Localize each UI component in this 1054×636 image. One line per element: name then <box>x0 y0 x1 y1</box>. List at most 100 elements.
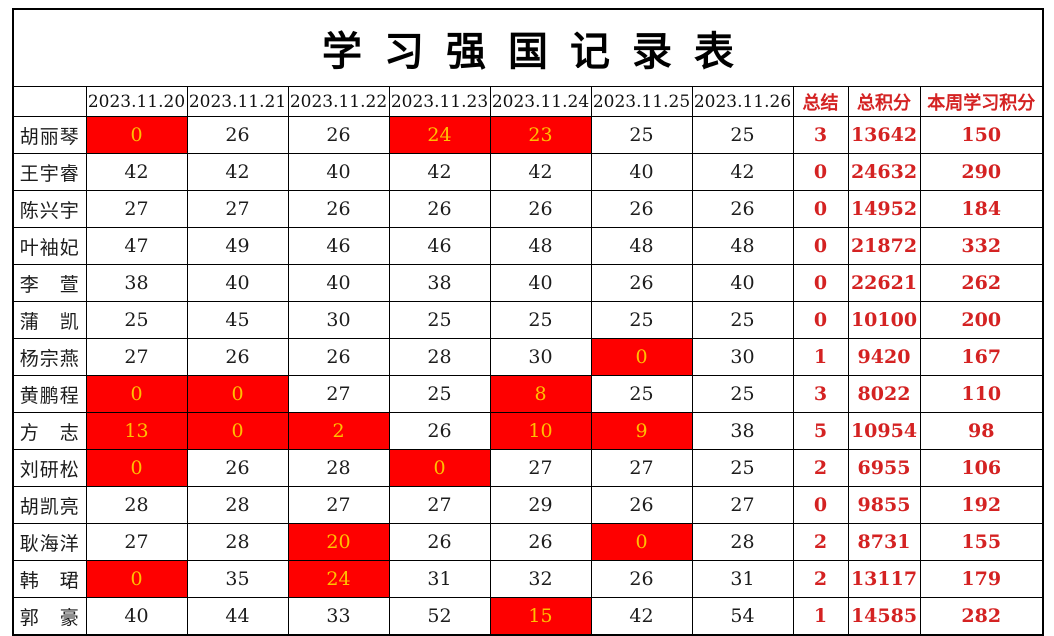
daily-score-cell: 42 <box>590 597 693 636</box>
summary-cell: 1 <box>792 597 849 636</box>
daily-score-cell: 46 <box>388 227 491 265</box>
daily-score-cell: 25 <box>388 375 491 413</box>
daily-score-cell: 25 <box>691 116 794 154</box>
daily-score-cell: 38 <box>85 264 188 302</box>
table-row-9: 刘研松 0 26 28 0 27 27 25 2 6955 106 <box>12 449 1044 487</box>
summary-cell: 0 <box>792 190 849 228</box>
week-points-cell: 167 <box>919 338 1044 376</box>
daily-score-cell: 48 <box>590 227 693 265</box>
daily-score-cell: 30 <box>691 338 794 376</box>
daily-score-cell: 25 <box>590 375 693 413</box>
total-points-cell: 10100 <box>847 301 921 339</box>
daily-score-cell: 28 <box>85 486 188 524</box>
daily-score-cell: 0 <box>186 412 289 450</box>
week-points-cell: 150 <box>919 116 1044 154</box>
table-row-3: 叶袖妃 47 49 46 46 48 48 48 0 21872 332 <box>12 227 1044 265</box>
daily-score-cell: 15 <box>489 597 592 636</box>
daily-score-cell: 40 <box>489 264 592 302</box>
daily-score-cell: 0 <box>590 523 693 561</box>
summary-cell: 0 <box>792 153 849 191</box>
week-points-cell: 98 <box>919 412 1044 450</box>
daily-score-cell: 26 <box>590 560 693 598</box>
daily-score-cell: 26 <box>287 190 390 228</box>
daily-score-cell: 28 <box>186 523 289 561</box>
daily-score-cell: 30 <box>489 338 592 376</box>
daily-score-cell: 25 <box>489 301 592 339</box>
week-points-cell: 106 <box>919 449 1044 487</box>
person-name: 胡丽琴 <box>12 116 87 154</box>
daily-score-cell: 26 <box>489 523 592 561</box>
daily-score-cell: 44 <box>186 597 289 636</box>
daily-score-cell: 20 <box>287 523 390 561</box>
summary-cell: 2 <box>792 449 849 487</box>
person-name: 杨宗燕 <box>12 338 87 376</box>
table-body: 胡丽琴 0 26 26 24 23 25 25 3 13642 150 王宇睿 42 42 40 42 42 40… <box>12 116 1044 636</box>
person-name: 陈兴宇 <box>12 190 87 228</box>
daily-score-cell: 32 <box>489 560 592 598</box>
daily-score-cell: 0 <box>85 449 188 487</box>
summary-cell: 0 <box>792 486 849 524</box>
daily-score-cell: 26 <box>287 116 390 154</box>
person-name: 郭 豪 <box>12 597 87 636</box>
date-header-0: 2023.11.20 <box>85 86 188 117</box>
daily-score-cell: 23 <box>489 116 592 154</box>
daily-score-cell: 29 <box>489 486 592 524</box>
total-points-cell: 10954 <box>847 412 921 450</box>
daily-score-cell: 25 <box>691 449 794 487</box>
daily-score-cell: 26 <box>186 338 289 376</box>
daily-score-cell: 31 <box>691 560 794 598</box>
title-row: 学习强国记录表 <box>12 8 1044 87</box>
person-name: 方 志 <box>12 412 87 450</box>
table-row-2: 陈兴宇 27 27 26 26 26 26 26 0 14952 184 <box>12 190 1044 228</box>
daily-score-cell: 30 <box>287 301 390 339</box>
record-table: 学习强国记录表 2023.11.20 2023.11.21 2023.11.22 20… <box>12 8 1044 636</box>
summary-cell: 0 <box>792 227 849 265</box>
total-points-cell: 14585 <box>847 597 921 636</box>
daily-score-cell: 26 <box>388 190 491 228</box>
daily-score-cell: 40 <box>287 153 390 191</box>
daily-score-cell: 28 <box>388 338 491 376</box>
week-points-cell: 110 <box>919 375 1044 413</box>
daily-score-cell: 40 <box>287 264 390 302</box>
week-points-cell: 262 <box>919 264 1044 302</box>
week-points-cell: 184 <box>919 190 1044 228</box>
daily-score-cell: 26 <box>691 190 794 228</box>
total-points-cell: 13117 <box>847 560 921 598</box>
daily-score-cell: 2 <box>287 412 390 450</box>
table-row-5: 蒲 凯 25 45 30 25 25 25 25 0 10100 200 <box>12 301 1044 339</box>
daily-score-cell: 10 <box>489 412 592 450</box>
date-header-6: 2023.11.26 <box>691 86 794 117</box>
daily-score-cell: 13 <box>85 412 188 450</box>
daily-score-cell: 28 <box>691 523 794 561</box>
daily-score-cell: 27 <box>287 486 390 524</box>
person-name: 韩 珺 <box>12 560 87 598</box>
week-points-cell: 332 <box>919 227 1044 265</box>
daily-score-cell: 27 <box>85 190 188 228</box>
daily-score-cell: 26 <box>489 190 592 228</box>
table-row-7: 黄鹏程 0 0 27 25 8 25 25 3 8022 110 <box>12 375 1044 413</box>
total-points-cell: 6955 <box>847 449 921 487</box>
week-points-cell: 200 <box>919 301 1044 339</box>
daily-score-cell: 35 <box>186 560 289 598</box>
daily-score-cell: 26 <box>388 523 491 561</box>
summary-header-0: 总结 <box>792 86 849 117</box>
daily-score-cell: 40 <box>85 597 188 636</box>
daily-score-cell: 33 <box>287 597 390 636</box>
daily-score-cell: 42 <box>691 153 794 191</box>
summary-cell: 2 <box>792 560 849 598</box>
daily-score-cell: 52 <box>388 597 491 636</box>
daily-score-cell: 25 <box>388 301 491 339</box>
daily-score-cell: 25 <box>691 375 794 413</box>
daily-score-cell: 27 <box>691 486 794 524</box>
total-points-cell: 8731 <box>847 523 921 561</box>
daily-score-cell: 38 <box>388 264 491 302</box>
daily-score-cell: 54 <box>691 597 794 636</box>
table-row-12: 韩 珺 0 35 24 31 32 26 31 2 13117 179 <box>12 560 1044 598</box>
date-header-4: 2023.11.24 <box>489 86 592 117</box>
summary-header-2: 本周学习积分 <box>919 86 1044 117</box>
daily-score-cell: 26 <box>388 412 491 450</box>
summary-cell: 3 <box>792 375 849 413</box>
person-name: 胡凯亮 <box>12 486 87 524</box>
daily-score-cell: 27 <box>489 449 592 487</box>
daily-score-cell: 27 <box>287 375 390 413</box>
